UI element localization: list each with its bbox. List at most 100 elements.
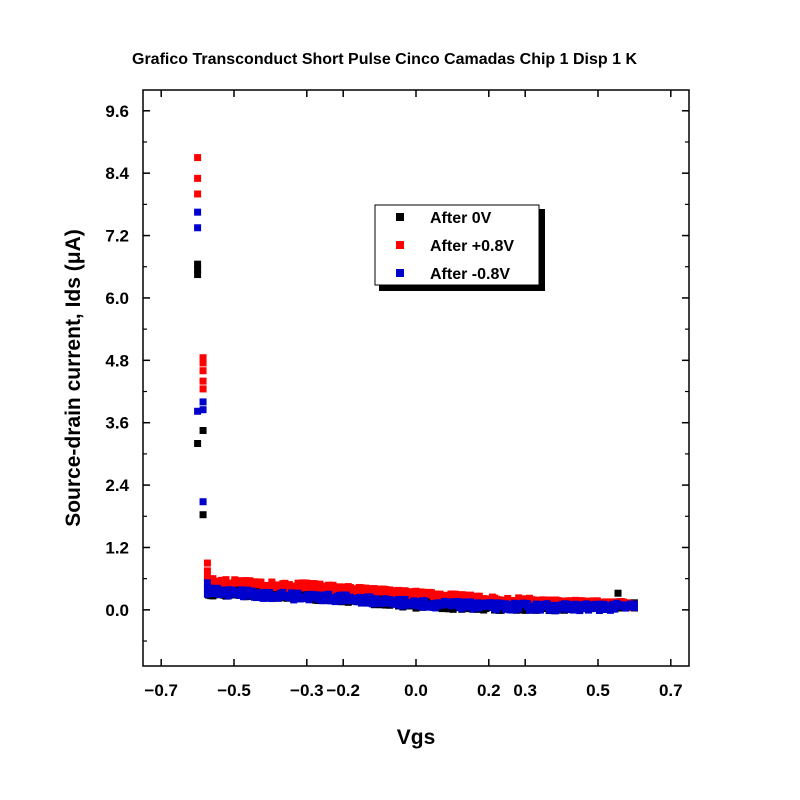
data-point bbox=[303, 591, 311, 599]
data-point bbox=[279, 588, 287, 596]
outlier-point bbox=[203, 579, 211, 587]
outlier-point bbox=[199, 385, 207, 393]
data-point bbox=[453, 597, 461, 605]
y-tick-label: 1.2 bbox=[105, 538, 129, 557]
series-0 bbox=[194, 260, 638, 615]
outlier-point bbox=[194, 208, 202, 216]
legend-marker bbox=[396, 269, 404, 277]
data-point bbox=[460, 598, 468, 606]
data-point bbox=[399, 591, 407, 599]
outlier-point bbox=[199, 377, 207, 385]
data-point bbox=[508, 603, 516, 611]
outlier-point bbox=[199, 427, 207, 435]
data-point bbox=[569, 605, 577, 613]
x-axis-label: Vgs bbox=[397, 726, 436, 749]
outlier-point bbox=[199, 498, 207, 506]
outlier-point bbox=[199, 406, 207, 414]
x-tick-label: −0.7 bbox=[144, 681, 178, 700]
data-point bbox=[467, 598, 475, 606]
legend: After 0V After +0.8V After -0.8V bbox=[374, 204, 545, 291]
data-point bbox=[609, 600, 617, 608]
data-point bbox=[630, 600, 638, 608]
data-point bbox=[353, 589, 361, 597]
data-point bbox=[449, 605, 457, 613]
outlier-point bbox=[194, 271, 202, 279]
outlier-point bbox=[199, 398, 207, 406]
y-tick-label: 2.4 bbox=[105, 476, 129, 495]
outlier-point bbox=[199, 511, 207, 519]
outlier-point bbox=[194, 260, 202, 268]
y-tick-label: 8.4 bbox=[105, 164, 129, 183]
data-point bbox=[585, 606, 593, 614]
data-point bbox=[502, 605, 510, 613]
y-tick-label: 0.0 bbox=[105, 601, 129, 620]
y-tick-label: 7.2 bbox=[105, 227, 129, 246]
outlier-point bbox=[194, 154, 202, 162]
outlier-point bbox=[194, 265, 202, 273]
outlier-point bbox=[194, 224, 202, 232]
outlier-point bbox=[203, 567, 211, 575]
legend-marker bbox=[396, 241, 404, 249]
x-tick-label: −0.2 bbox=[326, 681, 360, 700]
data-point bbox=[316, 591, 324, 599]
data-point bbox=[547, 601, 555, 609]
data-point bbox=[329, 581, 337, 589]
legend-label: After 0V bbox=[430, 210, 492, 227]
ticks-layer: −0.7 −0.5 −0.3 −0.2 0.0 0.2 0.3 0.5 0.7 0.0 1.2 2.4… bbox=[105, 90, 689, 700]
x-tick-label: 0.3 bbox=[513, 681, 537, 700]
data-point bbox=[325, 590, 333, 598]
outlier-point bbox=[203, 590, 211, 598]
x-tick-label: −0.3 bbox=[290, 681, 324, 700]
outlier-point bbox=[194, 440, 202, 448]
outlier-point bbox=[199, 354, 207, 362]
x-tick-label: 0.5 bbox=[586, 681, 610, 700]
data-point bbox=[421, 598, 429, 606]
data-point bbox=[285, 581, 293, 589]
data-point bbox=[582, 600, 590, 608]
legend-entries: After 0V After +0.8V After -0.8V bbox=[396, 210, 514, 283]
data-point bbox=[364, 599, 372, 607]
y-tick-label: 4.8 bbox=[105, 351, 129, 370]
data-point bbox=[595, 606, 603, 614]
data-point bbox=[611, 605, 619, 613]
data-point bbox=[414, 593, 422, 601]
series-layer bbox=[194, 154, 638, 615]
outlier-point bbox=[203, 585, 211, 593]
outlier-point bbox=[194, 174, 202, 182]
outlier-point bbox=[199, 367, 207, 375]
data-point bbox=[543, 600, 551, 608]
outlier-point bbox=[203, 574, 211, 582]
x-tick-label: 0.0 bbox=[404, 681, 428, 700]
data-point bbox=[248, 587, 256, 595]
chart-title: Grafico Transconduct Short Pulse Cinco C… bbox=[132, 51, 637, 68]
data-point bbox=[320, 596, 328, 604]
y-tick-label: 9.6 bbox=[105, 102, 129, 121]
data-point bbox=[294, 589, 302, 597]
data-point bbox=[419, 603, 427, 611]
x-tick-label: 0.7 bbox=[659, 681, 683, 700]
data-point bbox=[552, 601, 560, 609]
legend-label: After -0.8V bbox=[430, 266, 510, 283]
data-point bbox=[371, 599, 379, 607]
outlier-point bbox=[614, 589, 622, 597]
data-point bbox=[606, 606, 614, 614]
x-tick-label: −0.5 bbox=[217, 681, 251, 700]
y-axis-label: Source-drain current, Ids (μA) bbox=[62, 229, 85, 527]
data-point bbox=[209, 575, 217, 583]
data-point bbox=[462, 602, 470, 610]
y-tick-label: 6.0 bbox=[105, 289, 129, 308]
data-point bbox=[536, 606, 544, 614]
outlier-point bbox=[194, 190, 202, 198]
data-point bbox=[451, 590, 459, 598]
data-point bbox=[281, 579, 289, 587]
data-point bbox=[493, 606, 501, 614]
outlier-point bbox=[203, 559, 211, 567]
data-point bbox=[224, 592, 232, 600]
y-tick-label: 3.6 bbox=[105, 414, 129, 433]
outlier-point bbox=[194, 407, 202, 415]
x-tick-label: 0.2 bbox=[477, 681, 501, 700]
outlier-point bbox=[199, 359, 207, 367]
legend-marker bbox=[396, 213, 404, 221]
legend-label: After +0.8V bbox=[430, 238, 514, 255]
